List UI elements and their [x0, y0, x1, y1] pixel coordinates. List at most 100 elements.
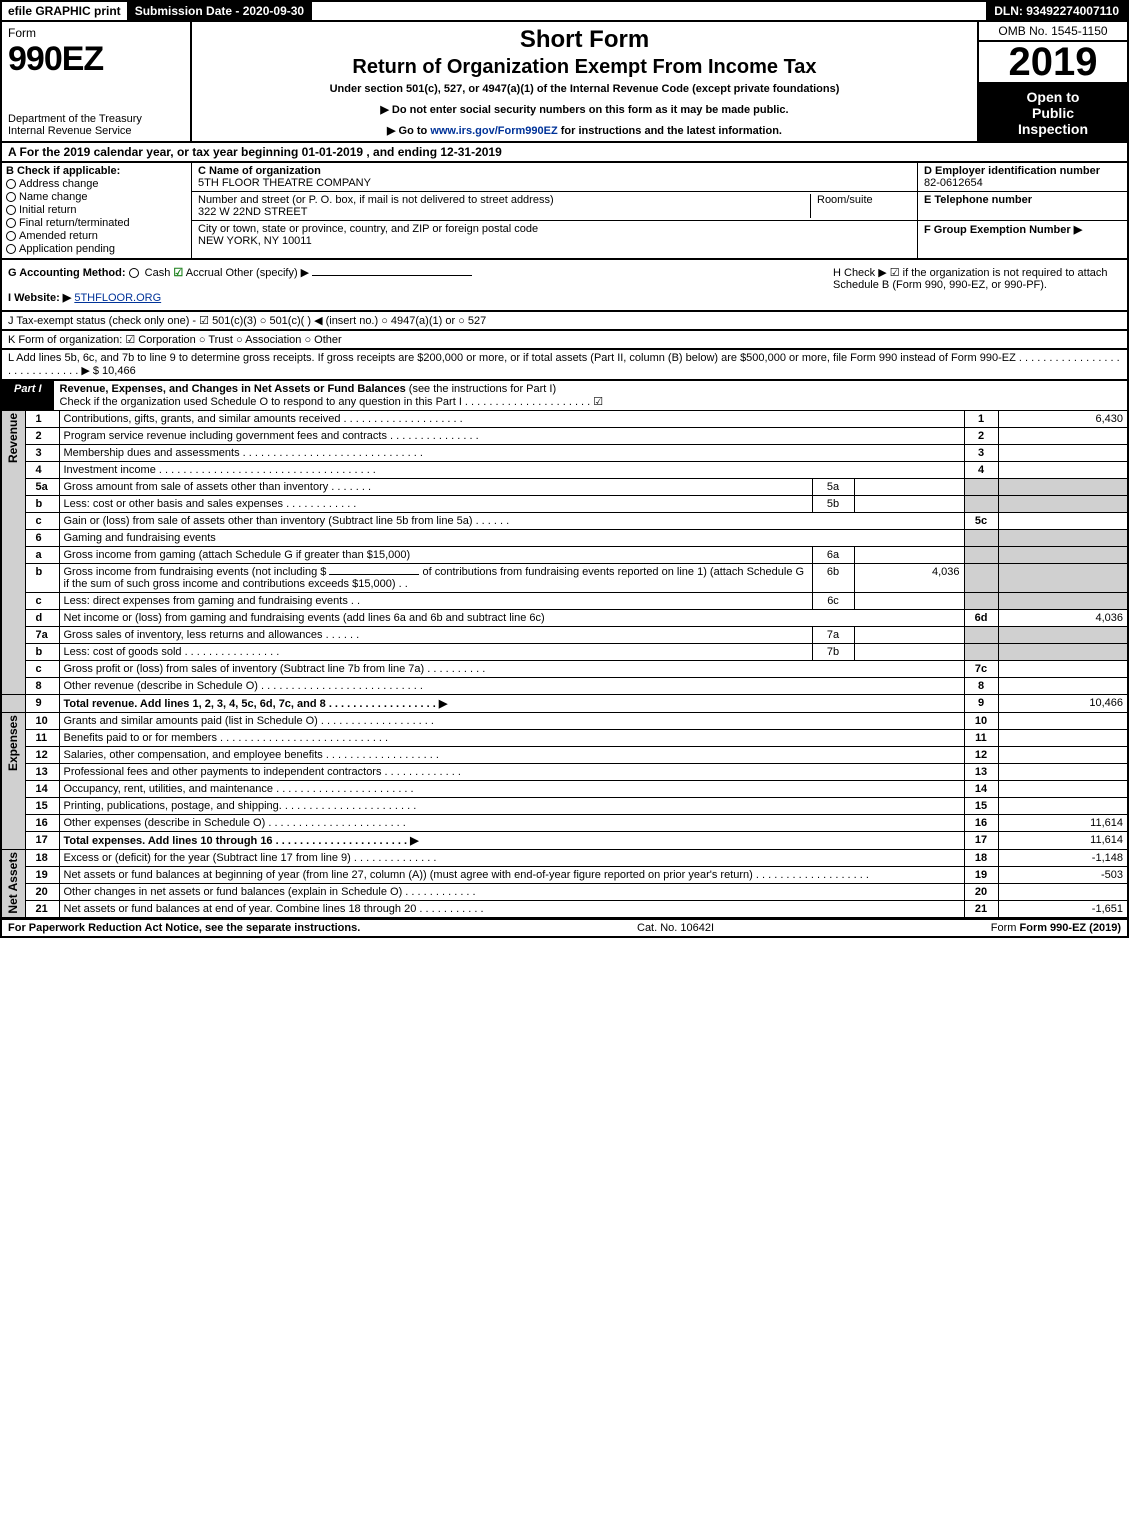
line-6-row: 6 Gaming and fundraising events: [1, 530, 1128, 547]
line-15-desc: Printing, publications, postage, and shi…: [59, 798, 964, 815]
line-6-num: 6: [25, 530, 59, 547]
h-schedule-b: H Check ▶ ☑ if the organization is not r…: [827, 260, 1127, 310]
irs-link[interactable]: www.irs.gov/Form990EZ: [430, 125, 557, 137]
efile-graphic-print: efile GRAPHIC print: [2, 2, 129, 20]
line-15-col: 15: [964, 798, 998, 815]
line-8-desc: Other revenue (describe in Schedule O) .…: [59, 678, 964, 695]
cb-amended-return[interactable]: Amended return: [6, 230, 187, 242]
line-16-col: 16: [964, 815, 998, 832]
line-16-desc: Other expenses (describe in Schedule O) …: [59, 815, 964, 832]
cash-radio[interactable]: [129, 268, 139, 278]
line-2-desc: Program service revenue including govern…: [59, 428, 964, 445]
line-14-num: 14: [25, 781, 59, 798]
omb-number: OMB No. 1545-1150: [979, 22, 1127, 42]
line-6c-row: c Less: direct expenses from gaming and …: [1, 593, 1128, 610]
short-form-title: Short Form: [200, 26, 969, 54]
org-name: 5TH FLOOR THEATRE COMPANY: [198, 177, 371, 189]
line-6c-desc: Less: direct expenses from gaming and fu…: [59, 593, 812, 610]
line-7c-num: c: [25, 661, 59, 678]
line-14-value: [998, 781, 1128, 798]
line-6b-subval: 4,036: [854, 564, 964, 593]
line-5a-sub: 5a: [812, 479, 854, 496]
line-8-row: 8 Other revenue (describe in Schedule O)…: [1, 678, 1128, 695]
cb-name-change[interactable]: Name change: [6, 191, 187, 203]
line-6-valshade: [998, 530, 1128, 547]
line-7b-subval: [854, 644, 964, 661]
line-21-col: 21: [964, 901, 998, 919]
cb-final-return[interactable]: Final return/terminated: [6, 217, 187, 229]
line-19-row: 19Net assets or fund balances at beginni…: [1, 867, 1128, 884]
line-6c-valshade: [998, 593, 1128, 610]
line-6a-row: a Gross income from gaming (attach Sched…: [1, 547, 1128, 564]
line-6b-row: b Gross income from fundraising events (…: [1, 564, 1128, 593]
section-l-gross-receipts: L Add lines 5b, 6c, and 7b to line 9 to …: [0, 348, 1129, 379]
line-21-desc: Net assets or fund balances at end of ye…: [59, 901, 964, 919]
section-j-tax-exempt: J Tax-exempt status (check only one) - ☑…: [0, 310, 1129, 329]
topbar-spacer: [312, 2, 988, 20]
line-6d-value: 4,036: [998, 610, 1128, 627]
line-7c-row: c Gross profit or (loss) from sales of i…: [1, 661, 1128, 678]
internal-revenue: Internal Revenue Service: [8, 125, 184, 137]
line-5a-shade: [964, 479, 998, 496]
line-7b-valshade: [998, 644, 1128, 661]
header-left: Form 990EZ Department of the Treasury In…: [2, 22, 192, 141]
city-state-zip: NEW YORK, NY 10011: [198, 235, 312, 247]
cb-application-pending[interactable]: Application pending: [6, 243, 187, 255]
line-6a-shade: [964, 547, 998, 564]
org-name-cell: C Name of organization 5TH FLOOR THEATRE…: [192, 163, 917, 192]
part-i-title: Revenue, Expenses, and Changes in Net As…: [54, 381, 1127, 410]
line-10-desc: Grants and similar amounts paid (list in…: [59, 713, 964, 730]
line-12-value: [998, 747, 1128, 764]
line-20-desc: Other changes in net assets or fund bala…: [59, 884, 964, 901]
line-9-row: 9 Total revenue. Add lines 1, 2, 3, 4, 5…: [1, 695, 1128, 713]
form-label: Form: [8, 26, 184, 40]
line-6b-desc: Gross income from fundraising events (no…: [59, 564, 812, 593]
line-6c-num: c: [25, 593, 59, 610]
line-11-row: 11Benefits paid to or for members . . . …: [1, 730, 1128, 747]
paperwork-notice: For Paperwork Reduction Act Notice, see …: [8, 922, 360, 934]
form-header: Form 990EZ Department of the Treasury In…: [0, 20, 1129, 141]
line-1-row: Revenue 1 Contributions, gifts, grants, …: [1, 411, 1128, 428]
line-19-value: -503: [998, 867, 1128, 884]
line-1-col: 1: [964, 411, 998, 428]
line-11-desc: Benefits paid to or for members . . . . …: [59, 730, 964, 747]
line-1-num: 1: [25, 411, 59, 428]
line-5c-desc: Gain or (loss) from sale of assets other…: [59, 513, 964, 530]
line-6a-num: a: [25, 547, 59, 564]
do-not-enter-ssn: ▶ Do not enter social security numbers o…: [200, 103, 969, 116]
line-13-value: [998, 764, 1128, 781]
line-6b-num: b: [25, 564, 59, 593]
part-i-label: Part I: [2, 381, 54, 410]
room-suite: Room/suite: [811, 194, 911, 218]
line-5a-valshade: [998, 479, 1128, 496]
line-14-col: 14: [964, 781, 998, 798]
ein-value: 82-0612654: [924, 177, 983, 189]
website-link[interactable]: 5THFLOOR.ORG: [74, 292, 161, 304]
cb-initial-return[interactable]: Initial return: [6, 204, 187, 216]
line-7a-sub: 7a: [812, 627, 854, 644]
line-19-num: 19: [25, 867, 59, 884]
line-5b-desc: Less: cost or other basis and sales expe…: [59, 496, 812, 513]
g-accounting-method: G Accounting Method: Cash ☑ Accrual Othe…: [2, 260, 827, 310]
line-16-row: 16Other expenses (describe in Schedule O…: [1, 815, 1128, 832]
section-a-text: A For the 2019 calendar year, or tax yea…: [8, 145, 502, 159]
cb-address-change[interactable]: Address change: [6, 178, 187, 190]
line-20-col: 20: [964, 884, 998, 901]
telephone-cell: E Telephone number: [918, 192, 1127, 221]
line-6d-num: d: [25, 610, 59, 627]
line-7a-desc: Gross sales of inventory, less returns a…: [59, 627, 812, 644]
line-8-num: 8: [25, 678, 59, 695]
goto-instructions: ▶ Go to www.irs.gov/Form990EZ for instru…: [200, 124, 969, 137]
line-1-desc: Contributions, gifts, grants, and simila…: [59, 411, 964, 428]
line-7c-value: [998, 661, 1128, 678]
line-16-num: 16: [25, 815, 59, 832]
line-9-col: 9: [964, 695, 998, 713]
street-address: 322 W 22ND STREET: [198, 206, 307, 218]
line-6a-sub: 6a: [812, 547, 854, 564]
line-12-row: 12Salaries, other compensation, and empl…: [1, 747, 1128, 764]
line-5b-shade: [964, 496, 998, 513]
expenses-side-label: Expenses: [6, 715, 20, 771]
other-specify-blank[interactable]: [312, 275, 472, 276]
c-label: C Name of organization: [198, 165, 321, 177]
line-21-row: 21Net assets or fund balances at end of …: [1, 901, 1128, 919]
